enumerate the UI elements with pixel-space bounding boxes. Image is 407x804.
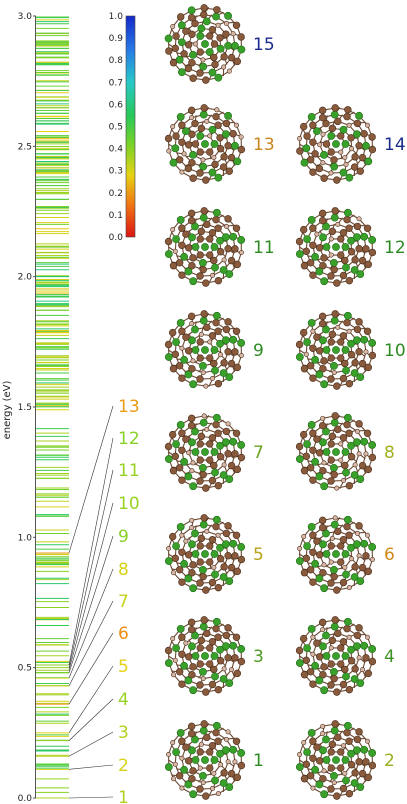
colorbar-tick-label: 0.0 xyxy=(109,233,124,243)
colorbar-tick-label: 0.7 xyxy=(109,78,123,88)
state-leader-line xyxy=(68,600,114,687)
state-label-11: 11 xyxy=(118,461,140,481)
structure-2: 2 xyxy=(295,720,395,800)
colorbar: 0.0 0.1 0.2 0.3 0.4 0.5 0.6 0.7 0.8 0.9 1.0 xyxy=(109,12,136,243)
cage-image xyxy=(295,616,377,696)
structure-label-4: 4 xyxy=(384,647,395,667)
state-leader-line xyxy=(68,568,114,679)
state-leader-line xyxy=(68,764,114,770)
state-leader-line xyxy=(68,437,114,666)
cage-image xyxy=(295,515,377,594)
cage-image xyxy=(295,207,377,287)
state-label-7: 7 xyxy=(118,592,129,612)
state-leader-line xyxy=(68,665,114,733)
cage-image xyxy=(295,720,377,800)
state-label-13: 13 xyxy=(118,397,140,417)
state-leader-line xyxy=(68,796,114,799)
structure-label-14: 14 xyxy=(384,135,406,155)
structure-label-10: 10 xyxy=(384,341,406,361)
structure-label-8: 8 xyxy=(384,443,395,463)
colorbar-tick-label: 1.0 xyxy=(109,12,124,22)
energy-axis: 0.0 0.5 1.0 1.5 2.0 2.5 3.0 xyxy=(18,12,36,804)
structure-label-13: 13 xyxy=(253,135,275,155)
structure-label-6: 6 xyxy=(384,545,395,565)
colorbar-tick-label: 0.4 xyxy=(109,145,124,155)
cage-image xyxy=(295,310,377,390)
cage-image xyxy=(164,514,246,594)
y-tick-label: 0.0 xyxy=(18,794,33,804)
state-label-3: 3 xyxy=(118,723,129,743)
state-label-10: 10 xyxy=(118,494,140,514)
state-leader-line xyxy=(68,698,114,741)
structure-11: 11 xyxy=(164,207,275,287)
structure-9: 9 xyxy=(164,310,264,389)
structure-label-9: 9 xyxy=(253,341,264,361)
structure-12: 12 xyxy=(295,207,406,287)
spectrum-lines xyxy=(36,16,69,799)
colorbar-tick-label: 0.9 xyxy=(109,34,124,44)
colorbar-tick-label: 0.1 xyxy=(109,211,123,221)
state-leader-lines xyxy=(68,405,114,799)
state-leader-line xyxy=(68,405,114,554)
structure-3: 3 xyxy=(164,616,264,696)
cage-image xyxy=(164,413,246,492)
colorbar-tick-label: 0.2 xyxy=(109,189,123,199)
cage-image xyxy=(295,412,377,491)
state-leader-line xyxy=(68,469,114,668)
structure-1: 1 xyxy=(164,720,264,800)
y-tick-label: 2.5 xyxy=(18,142,32,152)
colorbar-tick-label: 0.6 xyxy=(109,100,124,110)
state-label-8: 8 xyxy=(118,560,129,580)
structure-label-1: 1 xyxy=(253,751,264,771)
structure-label-12: 12 xyxy=(384,238,406,258)
y-tick-label: 3.0 xyxy=(18,12,33,22)
cage-image xyxy=(164,4,246,84)
state-leader-line xyxy=(68,502,114,671)
y-tick-label: 0.5 xyxy=(18,664,32,674)
structure-label-2: 2 xyxy=(384,751,395,771)
y-tick-label: 1.5 xyxy=(18,403,32,413)
state-label-5: 5 xyxy=(118,657,129,677)
state-leader-line xyxy=(68,632,114,705)
state-leader-line xyxy=(68,731,114,757)
cage-image xyxy=(296,104,377,184)
structure-6: 6 xyxy=(295,515,395,594)
state-leader-line xyxy=(68,535,114,673)
colorbar-tick-label: 0.5 xyxy=(109,123,123,133)
structure-15: 15 xyxy=(164,4,275,84)
structure-10: 10 xyxy=(295,310,406,390)
colorbar-tick-label: 0.8 xyxy=(109,56,124,66)
state-label-12: 12 xyxy=(118,429,140,449)
cage-image xyxy=(164,720,246,800)
cage-image xyxy=(164,104,246,184)
cage-image xyxy=(164,207,246,287)
structure-label-7: 7 xyxy=(253,443,264,463)
colorbar-gradient xyxy=(125,15,136,238)
structure-14: 14 xyxy=(296,104,406,184)
cage-image xyxy=(164,310,246,389)
structure-label-15: 15 xyxy=(253,35,275,55)
colorbar-tick-label: 0.3 xyxy=(109,167,123,177)
y-tick-label: 1.0 xyxy=(18,533,33,543)
structure-4: 4 xyxy=(295,616,395,696)
structure-5: 5 xyxy=(164,514,264,594)
structure-label-5: 5 xyxy=(253,545,264,565)
y-axis-title: energy (eV) xyxy=(2,380,13,439)
y-tick-label: 2.0 xyxy=(18,273,33,283)
structure-label-11: 11 xyxy=(253,238,275,258)
state-label-4: 4 xyxy=(118,690,129,710)
structure-label-3: 3 xyxy=(253,647,264,667)
state-label-1: 1 xyxy=(118,788,129,804)
structure-8: 8 xyxy=(295,412,395,491)
structure-13: 13 xyxy=(164,104,275,184)
structure-7: 7 xyxy=(164,413,264,492)
state-label-9: 9 xyxy=(118,527,129,547)
state-label-2: 2 xyxy=(118,756,129,776)
state-label-6: 6 xyxy=(118,624,129,644)
cage-image xyxy=(164,616,246,696)
